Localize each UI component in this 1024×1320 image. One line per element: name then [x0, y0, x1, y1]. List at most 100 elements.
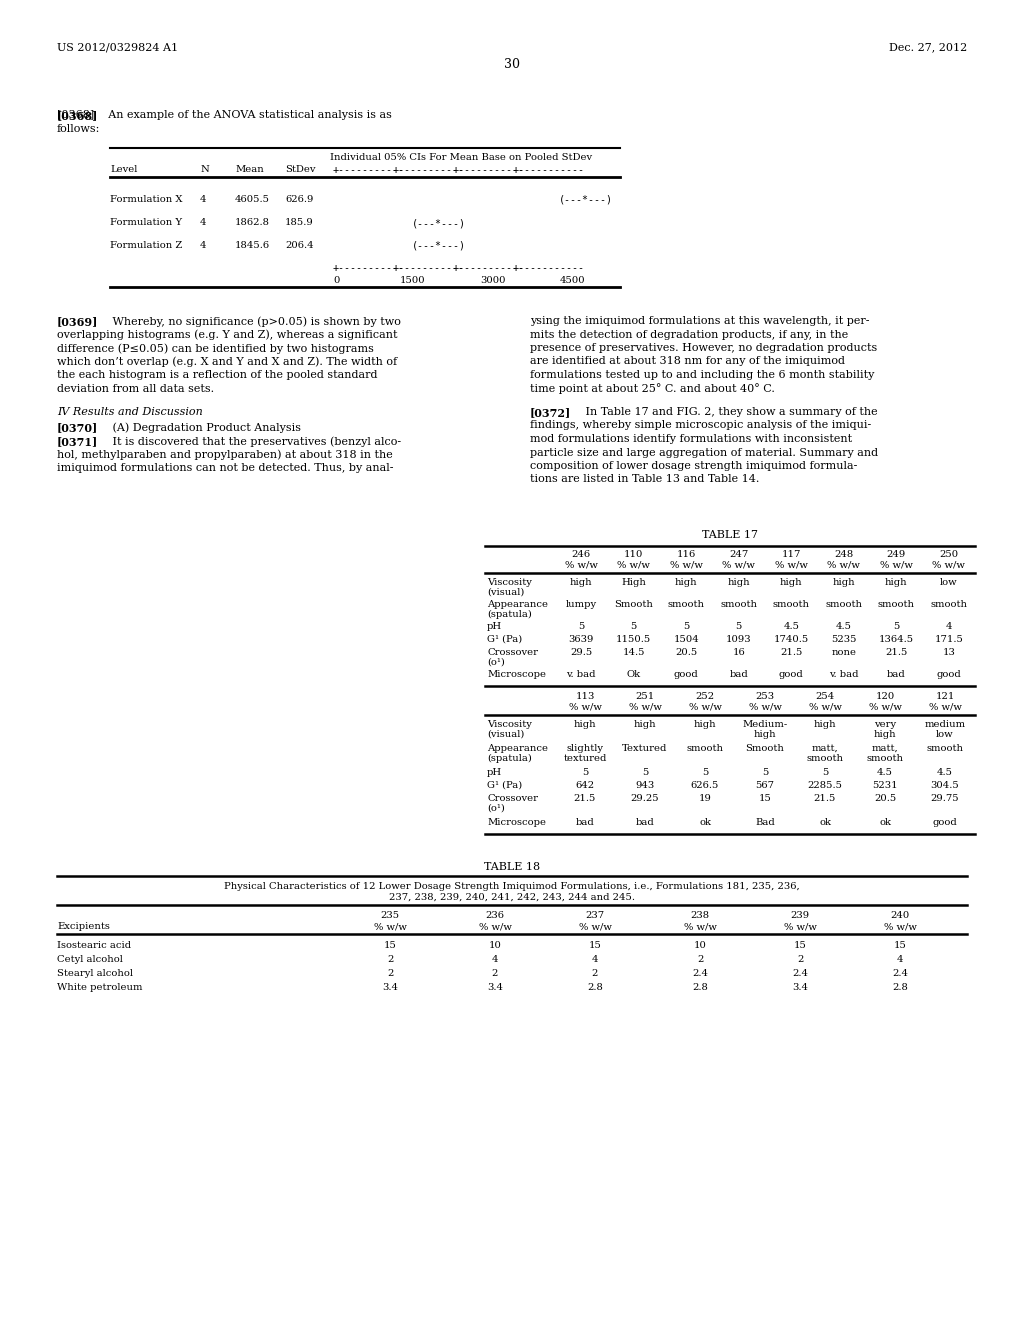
Text: (---*---): (---*---)	[559, 195, 612, 205]
Text: % w/w: % w/w	[568, 704, 601, 711]
Text: ok: ok	[819, 818, 831, 828]
Text: high: high	[833, 578, 855, 587]
Text: [0372]: [0372]	[530, 407, 571, 418]
Text: 240: 240	[891, 911, 909, 920]
Text: 4605.5: 4605.5	[234, 195, 270, 205]
Text: 10: 10	[488, 941, 502, 950]
Text: (A) Degradation Product Analysis: (A) Degradation Product Analysis	[102, 422, 301, 433]
Text: White petroleum: White petroleum	[57, 983, 142, 993]
Text: 2.8: 2.8	[587, 983, 603, 993]
Text: 4: 4	[200, 218, 207, 227]
Text: 3.4: 3.4	[382, 983, 398, 993]
Text: high: high	[693, 719, 717, 729]
Text: overlapping histograms (e.g. Y and Z), whereas a significant: overlapping histograms (e.g. Y and Z), w…	[57, 330, 397, 341]
Text: 110: 110	[624, 550, 643, 558]
Text: 4: 4	[200, 195, 207, 205]
Text: 2.4: 2.4	[692, 969, 708, 978]
Text: 4500: 4500	[560, 276, 586, 285]
Text: Smooth: Smooth	[745, 744, 784, 752]
Text: high: high	[780, 578, 803, 587]
Text: Smooth: Smooth	[614, 601, 653, 609]
Text: % w/w: % w/w	[827, 561, 860, 570]
Text: 249: 249	[887, 550, 906, 558]
Text: 1504: 1504	[674, 635, 699, 644]
Text: (o¹): (o¹)	[487, 657, 505, 667]
Text: mits the detection of degradation products, if any, in the: mits the detection of degradation produc…	[530, 330, 848, 339]
Text: (---*---): (---*---)	[413, 218, 466, 228]
Text: 2.4: 2.4	[892, 969, 908, 978]
Text: 10: 10	[693, 941, 707, 950]
Text: smooth: smooth	[878, 601, 914, 609]
Text: 5: 5	[701, 768, 709, 777]
Text: 247: 247	[729, 550, 749, 558]
Text: ok: ok	[879, 818, 891, 828]
Text: % w/w: % w/w	[929, 704, 962, 711]
Text: 4.5: 4.5	[783, 622, 800, 631]
Text: 15: 15	[384, 941, 396, 950]
Text: [0368]    An example of the ANOVA statistical analysis is as: [0368] An example of the ANOVA statistic…	[57, 110, 392, 120]
Text: ok: ok	[699, 818, 711, 828]
Text: 4: 4	[200, 242, 207, 249]
Text: textured: textured	[563, 754, 606, 763]
Text: (spatula): (spatula)	[487, 610, 531, 619]
Text: 4: 4	[592, 954, 598, 964]
Text: 5: 5	[893, 622, 899, 631]
Text: 254: 254	[815, 692, 835, 701]
Text: deviation from all data sets.: deviation from all data sets.	[57, 384, 214, 393]
Text: US 2012/0329824 A1: US 2012/0329824 A1	[57, 42, 178, 51]
Text: 29.75: 29.75	[931, 795, 959, 803]
Text: matt,: matt,	[871, 744, 898, 752]
Text: 248: 248	[835, 550, 853, 558]
Text: 21.5: 21.5	[885, 648, 907, 657]
Text: 29.5: 29.5	[570, 648, 592, 657]
Text: 121: 121	[935, 692, 954, 701]
Text: % w/w: % w/w	[579, 921, 611, 931]
Text: 21.5: 21.5	[573, 795, 596, 803]
Text: Formulation Z: Formulation Z	[110, 242, 182, 249]
Text: Appearance: Appearance	[487, 601, 548, 609]
Text: lumpy: lumpy	[565, 601, 597, 609]
Text: Excipients: Excipients	[57, 921, 110, 931]
Text: % w/w: % w/w	[722, 561, 755, 570]
Text: bad: bad	[575, 818, 594, 828]
Text: pH: pH	[487, 622, 502, 631]
Text: 626.9: 626.9	[285, 195, 313, 205]
Text: high: high	[727, 578, 750, 587]
Text: v. bad: v. bad	[566, 671, 596, 678]
Text: 626.5: 626.5	[691, 781, 719, 789]
Text: (visual): (visual)	[487, 730, 524, 739]
Text: Physical Characteristics of 12 Lower Dosage Strength Imiquimod Formulations, i.e: Physical Characteristics of 12 Lower Dos…	[224, 882, 800, 891]
Text: smooth: smooth	[807, 754, 844, 763]
Text: 21.5: 21.5	[780, 648, 803, 657]
Text: 20.5: 20.5	[675, 648, 697, 657]
Text: 2: 2	[387, 969, 393, 978]
Text: +-----------: +-----------	[393, 165, 465, 176]
Text: Crossover: Crossover	[487, 795, 538, 803]
Text: composition of lower dosage strength imiquimod formula-: composition of lower dosage strength imi…	[530, 461, 857, 471]
Text: smooth: smooth	[668, 601, 705, 609]
Text: +-----------: +-----------	[453, 263, 525, 273]
Text: 943: 943	[635, 781, 654, 789]
Text: 1364.5: 1364.5	[879, 635, 913, 644]
Text: Individual 05% CIs For Mean Base on Pooled StDev: Individual 05% CIs For Mean Base on Pool…	[330, 153, 592, 162]
Text: 4.5: 4.5	[877, 768, 893, 777]
Text: bad: bad	[636, 818, 654, 828]
Text: Viscosity: Viscosity	[487, 719, 531, 729]
Text: high: high	[570, 578, 593, 587]
Text: smooth: smooth	[930, 601, 968, 609]
Text: 253: 253	[756, 692, 774, 701]
Text: very: very	[873, 719, 896, 729]
Text: good: good	[779, 671, 804, 678]
Text: Dec. 27, 2012: Dec. 27, 2012	[889, 42, 967, 51]
Text: low: low	[940, 578, 957, 587]
Text: 185.9: 185.9	[285, 218, 313, 227]
Text: 4: 4	[492, 954, 499, 964]
Text: 235: 235	[381, 911, 399, 920]
Text: (visual): (visual)	[487, 587, 524, 597]
Text: (o¹): (o¹)	[487, 804, 505, 813]
Text: [0371]: [0371]	[57, 436, 98, 447]
Text: 2: 2	[696, 954, 703, 964]
Text: 3000: 3000	[480, 276, 506, 285]
Text: % w/w: % w/w	[932, 561, 966, 570]
Text: 5: 5	[762, 768, 768, 777]
